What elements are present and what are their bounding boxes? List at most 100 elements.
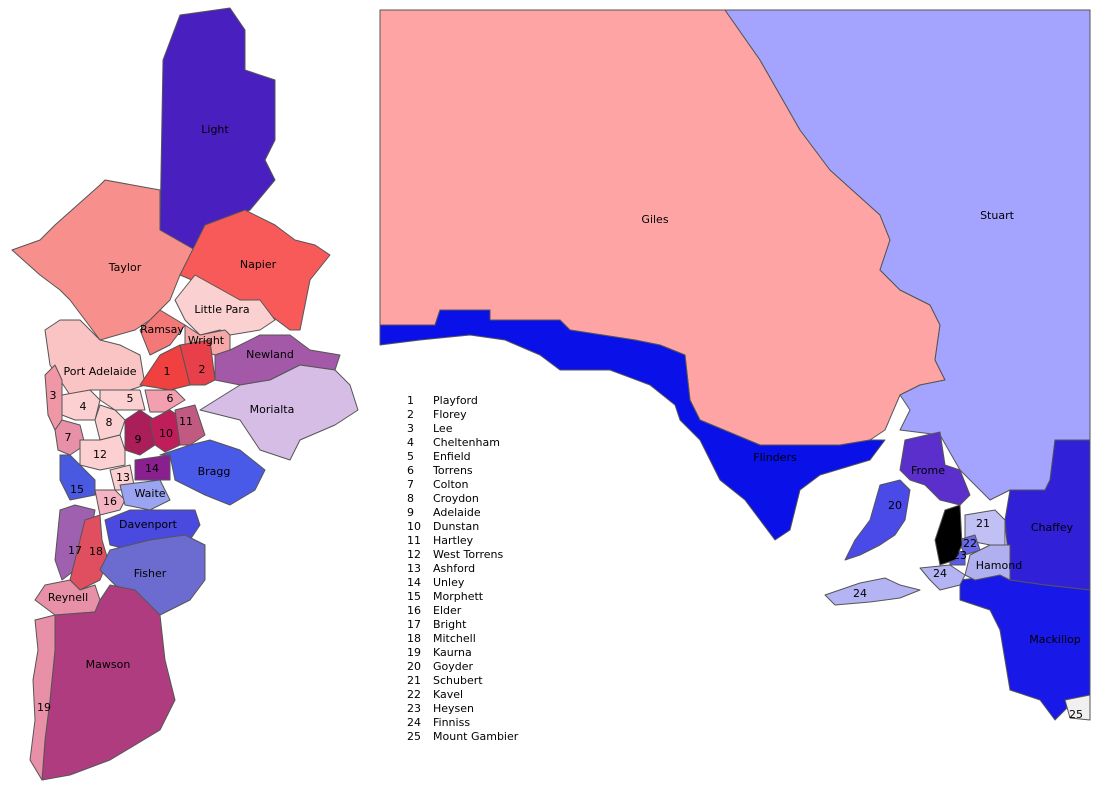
district: [99, 389, 146, 411]
legend-name: Heysen: [433, 702, 474, 715]
legend-name: Goyder: [433, 660, 474, 673]
legend-name: Florey: [433, 408, 467, 421]
district-label: 5: [127, 392, 134, 405]
district: [59, 454, 96, 501]
district-label: 9: [135, 433, 142, 446]
legend-number: 5: [407, 450, 414, 463]
legend-number: 19: [407, 646, 421, 659]
legend-number: 3: [407, 422, 414, 435]
district-label: Napier: [240, 258, 277, 271]
legend-name: Hartley: [433, 534, 474, 547]
district-label: 6: [167, 392, 174, 405]
district: [957, 534, 981, 556]
district: [214, 334, 341, 386]
district-label: 21: [976, 517, 990, 530]
legend-number: 4: [407, 436, 414, 449]
district: [824, 577, 921, 606]
district-label: Chaffey: [1031, 521, 1074, 534]
legend-name: Unley: [433, 576, 465, 589]
district: [199, 364, 359, 461]
district-label: Newland: [246, 348, 294, 361]
district-label: Reynell: [48, 591, 88, 604]
district-label: 20: [888, 499, 902, 512]
district-label: 15: [70, 483, 84, 496]
legend-number: 9: [407, 506, 414, 519]
legend-number: 24: [407, 716, 421, 729]
adelaide-metro-area: [934, 504, 963, 566]
district-label: Fisher: [134, 567, 167, 580]
district-label: Light: [201, 123, 229, 136]
legend-name: Lee: [433, 422, 453, 435]
legend-number: 22: [407, 688, 421, 701]
district-label: Little Para: [194, 303, 249, 316]
legend-name: Bright: [433, 618, 467, 631]
district-label: Wright: [188, 334, 225, 347]
district: [844, 479, 911, 561]
legend-number: 23: [407, 702, 421, 715]
legend-name: Ashford: [433, 562, 475, 575]
district: [159, 439, 266, 506]
legend: 1 Playford 2 Florey 3 Lee 4 Cheltenham 5 Enfield 6…: [407, 394, 519, 743]
legend-name: Dunstan: [433, 520, 479, 533]
legend-name: Adelaide: [433, 506, 481, 519]
legend-number: 8: [407, 492, 414, 505]
district-label: Port Adelaide: [64, 365, 137, 378]
legend-name: Colton: [433, 478, 469, 491]
district-label: Giles: [641, 213, 668, 226]
district-label: Morialta: [250, 403, 295, 416]
legend-number: 20: [407, 660, 421, 673]
district: [79, 434, 126, 471]
legend-number: 18: [407, 632, 421, 645]
district-label: Taylor: [108, 261, 142, 274]
district: [919, 564, 966, 591]
legend-name: Mitchell: [433, 632, 476, 645]
district-label: Stuart: [980, 209, 1015, 222]
district-label: Flinders: [753, 451, 797, 464]
legend-number: 21: [407, 674, 421, 687]
district-label: 10: [159, 427, 173, 440]
legend-number: 17: [407, 618, 421, 631]
district-label: 25: [1069, 708, 1083, 721]
legend-name: Playford: [433, 394, 478, 407]
district-label: 19: [37, 701, 51, 714]
legend-name: Croydon: [433, 492, 479, 505]
legend-name: Morphett: [433, 590, 484, 603]
legend-number: 1: [407, 394, 414, 407]
legend-number: 16: [407, 604, 421, 617]
district-label: Davenport: [119, 518, 178, 531]
state-map: Giles Stuart Flinders Frome Chaffey Mackillop…: [379, 9, 1091, 721]
district: [179, 339, 216, 386]
district-label: 23: [953, 549, 967, 562]
district-label: 2: [199, 363, 206, 376]
district-label: Frome: [911, 464, 945, 477]
district-label: 24: [933, 567, 947, 580]
district: [94, 489, 126, 516]
legend-name: Kaurna: [433, 646, 472, 659]
legend-number: 2: [407, 408, 414, 421]
district: [41, 584, 176, 781]
metro-map: Light Taylor Napier Little Para Ramsay Wright…: [11, 7, 359, 781]
district-label: 22: [963, 537, 977, 550]
district: [29, 614, 56, 781]
district-label: Waite: [134, 487, 165, 500]
district-label: Hamond: [976, 559, 1022, 572]
legend-name: Enfield: [433, 450, 471, 463]
district: [144, 389, 186, 413]
district-label: Mackillop: [1029, 633, 1081, 646]
district: [174, 404, 206, 446]
legend-name: Finniss: [433, 716, 470, 729]
legend-name: Torrens: [432, 464, 473, 477]
legend-name: Elder: [433, 604, 462, 617]
legend-name: Schubert: [433, 674, 483, 687]
legend-number: 14: [407, 576, 421, 589]
district-label: 24: [853, 587, 867, 600]
district-label: 17: [68, 544, 82, 557]
district-label: 4: [80, 400, 87, 413]
district: [379, 309, 886, 541]
legend-name: Kavel: [433, 688, 463, 701]
district: [1064, 694, 1091, 721]
district: [11, 179, 196, 341]
district-label: 7: [65, 431, 72, 444]
district-label: 11: [179, 415, 193, 428]
